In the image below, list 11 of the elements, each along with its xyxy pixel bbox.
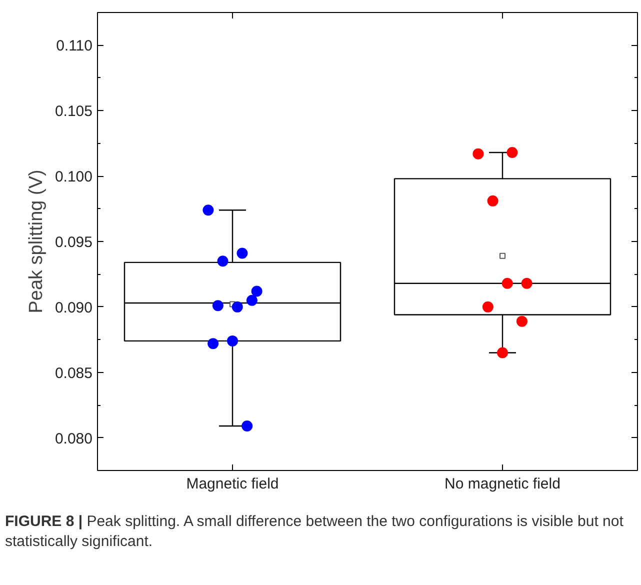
y-tick-label: 0.105 [54, 103, 93, 120]
y-tick-label: 0.110 [56, 38, 93, 55]
y-tick-label: 0.085 [54, 364, 93, 382]
y-tick-label: 0.100 [54, 168, 93, 186]
y-tick-label: 0.095 [54, 234, 93, 251]
x-tick-label: No magnetic field [444, 476, 560, 492]
caption: FIGURE 8 | Peak splitting. A small difference between the two configurations is visible but not statistically significant. [5, 512, 624, 552]
x-tick-label: Magnetic field [186, 476, 279, 492]
y-axis-title: Peak splitting (V) [26, 170, 47, 314]
y-tick-label: 0.080 [54, 430, 93, 448]
y-tick-label: 0.090 [54, 299, 93, 316]
